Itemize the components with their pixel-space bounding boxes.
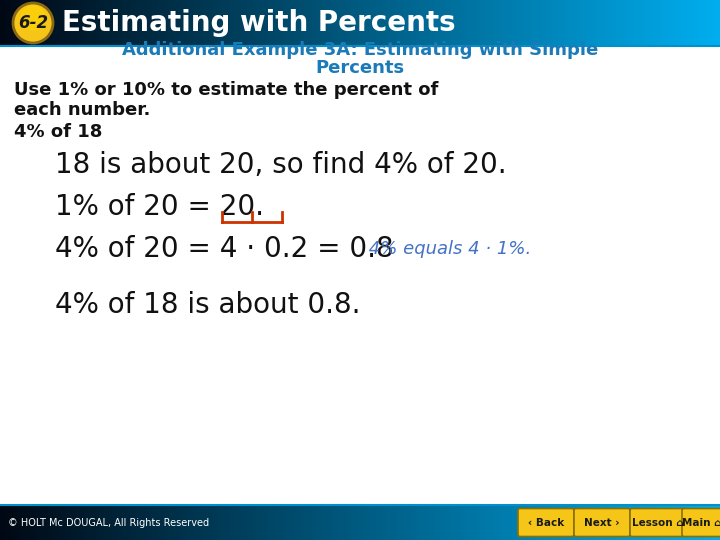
- Text: 18 is about 20, so find 4% of 20.: 18 is about 20, so find 4% of 20.: [55, 151, 507, 179]
- Text: 4% of 18 is about 0.8.: 4% of 18 is about 0.8.: [55, 291, 361, 319]
- Text: 4% of 18: 4% of 18: [14, 123, 102, 141]
- Circle shape: [21, 6, 45, 30]
- Text: Main ⌂: Main ⌂: [683, 517, 720, 528]
- Text: Percents: Percents: [315, 59, 405, 77]
- FancyBboxPatch shape: [518, 509, 574, 537]
- Text: ‹ Back: ‹ Back: [528, 517, 564, 528]
- Text: Next ›: Next ›: [584, 517, 620, 528]
- Text: © HOLT Mc DOUGAL, All Rights Reserved: © HOLT Mc DOUGAL, All Rights Reserved: [8, 517, 209, 528]
- FancyBboxPatch shape: [682, 509, 720, 537]
- Text: Estimating with Percents: Estimating with Percents: [62, 9, 456, 37]
- Text: 1% of 20 = 20.: 1% of 20 = 20.: [55, 193, 264, 221]
- FancyBboxPatch shape: [574, 509, 630, 537]
- Circle shape: [13, 3, 53, 43]
- FancyBboxPatch shape: [630, 509, 686, 537]
- Text: Lesson ⌂: Lesson ⌂: [632, 517, 684, 528]
- Text: 4% equals 4 · 1%.: 4% equals 4 · 1%.: [363, 240, 531, 258]
- Text: 4% of 20 = 4 · 0.2 = 0.8: 4% of 20 = 4 · 0.2 = 0.8: [55, 235, 394, 263]
- Text: Additional Example 3A: Estimating with Simple: Additional Example 3A: Estimating with S…: [122, 41, 598, 59]
- Text: Use 1% or 10% to estimate the percent of: Use 1% or 10% to estimate the percent of: [14, 81, 438, 99]
- Text: 6-2: 6-2: [18, 14, 48, 32]
- Text: each number.: each number.: [14, 101, 150, 119]
